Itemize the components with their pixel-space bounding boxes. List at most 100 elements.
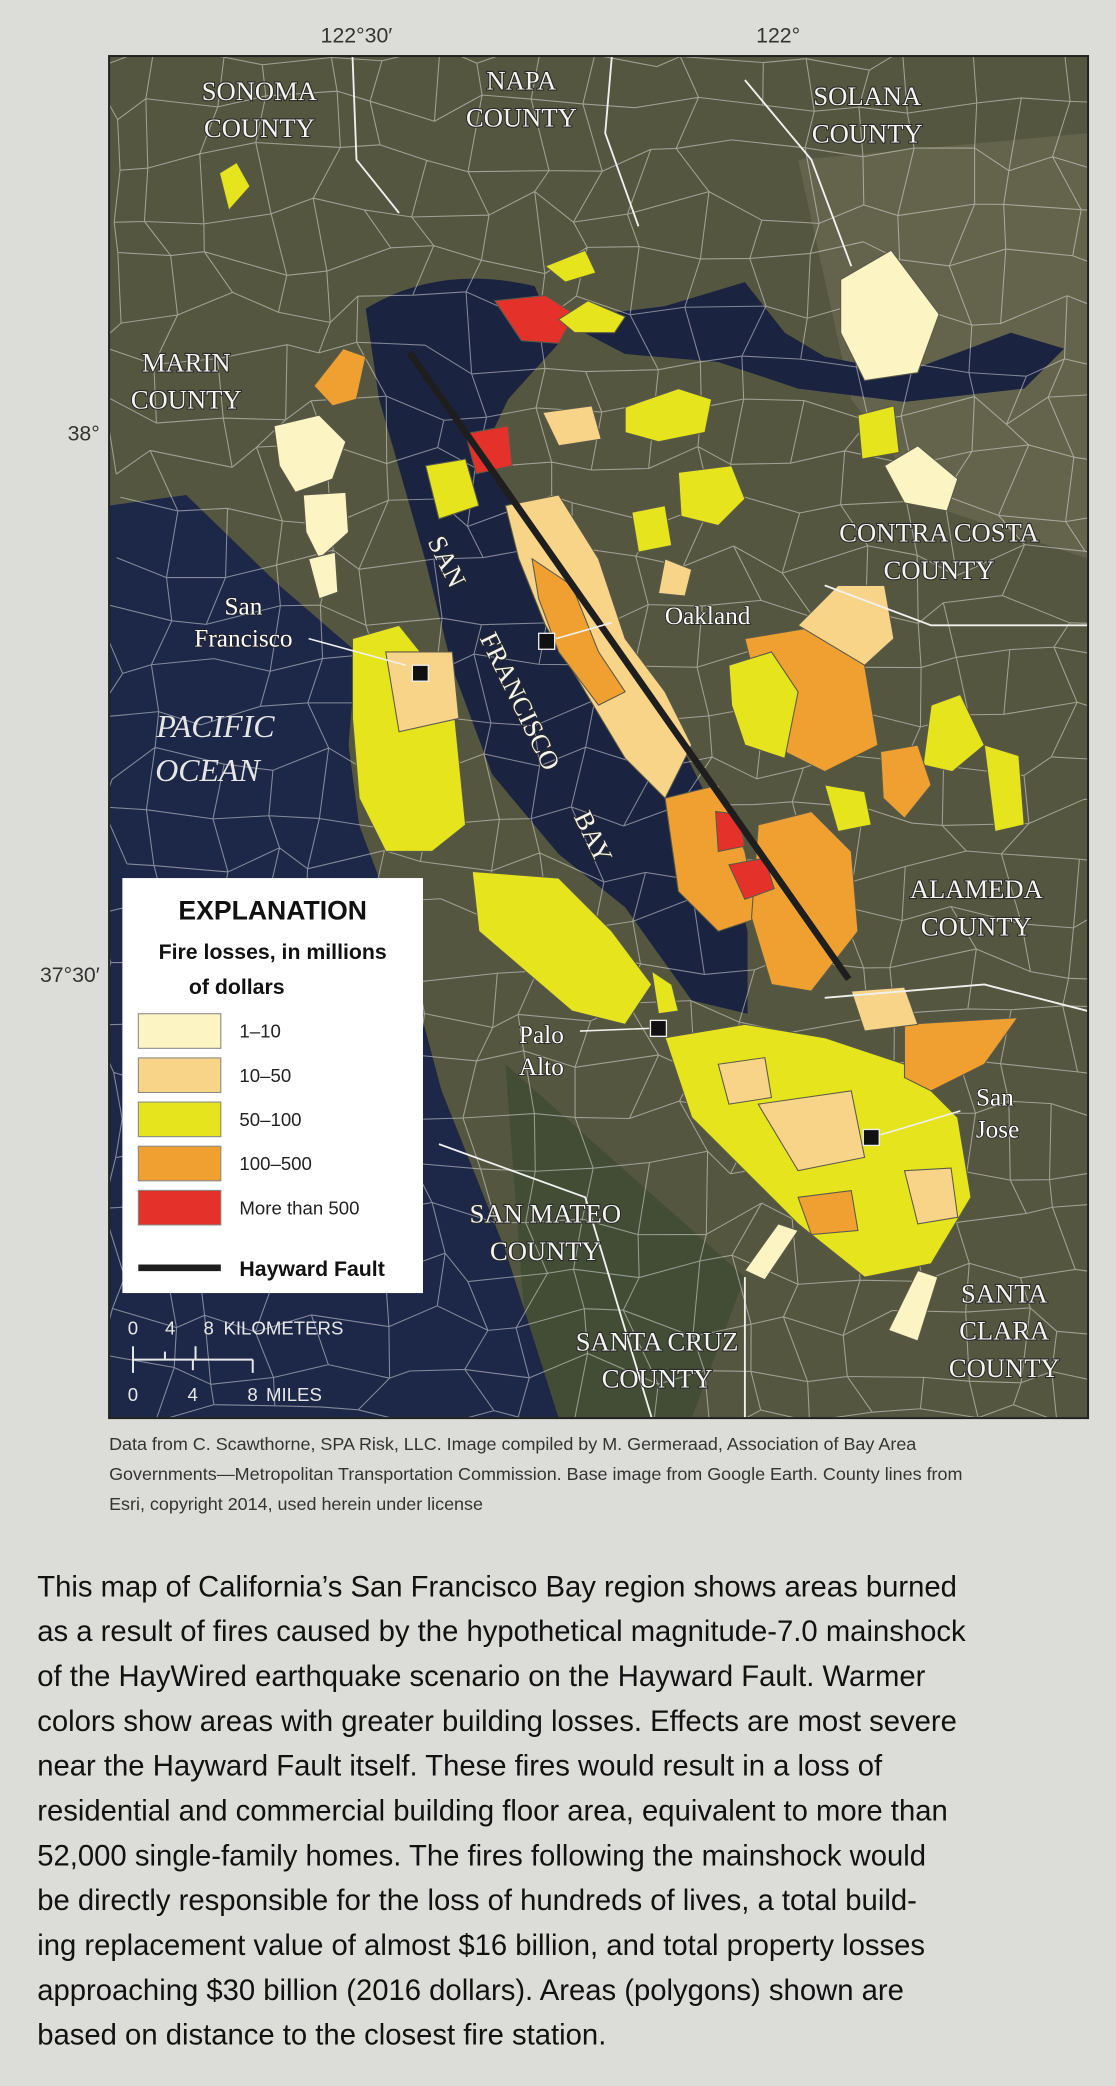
body-line: approaching $30 billion (2016 dollars). … — [37, 1975, 904, 2007]
legend-label: More than 500 — [239, 1197, 359, 1218]
loss-polygon — [857, 405, 900, 460]
loss-polygon — [728, 651, 799, 760]
county-label: SONOMA — [202, 76, 318, 106]
legend-subtitle: Fire losses, in millions — [159, 940, 387, 964]
latitude-label: 37°30′ — [40, 963, 100, 987]
city-label: Jose — [976, 1115, 1020, 1143]
county-lines — [351, 56, 1089, 1419]
county-label: COUNTY — [490, 1236, 601, 1266]
city-marker — [538, 632, 556, 650]
body-line: be directly responsible for the loss of … — [37, 1885, 917, 1917]
loss-polygon — [850, 986, 919, 1032]
loss-polygon — [504, 494, 693, 800]
hayward-fault — [406, 350, 852, 982]
city-marker — [649, 1019, 668, 1038]
city-marker — [862, 1128, 880, 1147]
loss-polygon — [493, 294, 576, 344]
scale-label: KILOMETERS — [223, 1317, 343, 1338]
scale-label: 0 — [128, 1317, 138, 1338]
county-label: COUNTY — [949, 1353, 1060, 1383]
loss-polygon — [797, 1190, 859, 1236]
loss-polygon — [651, 970, 680, 1015]
legend-swatch — [137, 1057, 222, 1094]
loss-polygon — [385, 651, 460, 733]
county-label: COUNTY — [131, 385, 242, 415]
scale-label: 8 — [204, 1317, 214, 1338]
county-label: COUNTY — [466, 103, 577, 133]
city-label: Francisco — [194, 625, 292, 653]
loss-polygon — [887, 1269, 939, 1342]
county-label: ALAMEDA — [910, 874, 1044, 904]
legend-label: Hayward Fault — [239, 1257, 384, 1281]
scale-label: 4 — [165, 1317, 175, 1338]
body-line: of the HayWired earthquake scenario on t… — [37, 1661, 925, 1693]
county-label: COUNTY — [204, 113, 315, 143]
ocean-label: PACIFIC — [155, 709, 275, 744]
loss-polygon — [544, 249, 597, 283]
city-label: Oakland — [665, 602, 751, 630]
loss-polygon — [471, 870, 653, 1025]
legend-swatch — [137, 1145, 222, 1182]
scale-bar — [132, 1346, 254, 1373]
loss-polygon — [883, 445, 959, 512]
city-label: Alto — [519, 1053, 564, 1081]
loss-polygon — [631, 504, 673, 553]
scale-label: 0 — [128, 1384, 138, 1405]
county-label: NAPA — [486, 65, 557, 95]
loss-polygon — [983, 744, 1025, 833]
county-label: MARIN — [142, 347, 231, 377]
loss-polygon — [424, 458, 480, 520]
loss-polygon — [677, 465, 746, 527]
county-label: COUNTY — [921, 911, 1032, 941]
city-marker — [411, 664, 429, 682]
loss-polygon — [541, 405, 602, 447]
map-frame — [108, 55, 1090, 1420]
county-label: SANTA CRUZ — [576, 1326, 739, 1356]
loss-polygon — [922, 693, 985, 773]
county-label: COUNTY — [812, 118, 923, 148]
legend-swatch — [137, 1101, 222, 1138]
legend-swatch — [137, 1013, 222, 1049]
body-line: residential and commercial building floo… — [37, 1795, 948, 1827]
loss-polygon — [557, 300, 626, 334]
legend-label: 50–100 — [239, 1109, 301, 1130]
loss-polygons — [218, 161, 1025, 1342]
legend-label: 100–500 — [239, 1153, 311, 1174]
county-label: SOLANA — [813, 81, 922, 111]
city-label: San — [976, 1084, 1014, 1112]
legend-title: EXPLANATION — [178, 895, 367, 925]
bay — [558, 282, 1065, 402]
loss-polygon — [744, 1223, 799, 1281]
legend-label: 1–10 — [239, 1021, 280, 1042]
loss-polygon — [273, 414, 347, 493]
loss-polygon — [903, 1167, 959, 1225]
county-label: CONTRA COSTA — [839, 518, 1039, 548]
loss-polygon — [218, 161, 251, 212]
land-texture — [798, 133, 1089, 559]
loss-polygon — [728, 857, 775, 901]
county-label: CLARA — [959, 1316, 1050, 1346]
body-line: colors show areas with greater building … — [37, 1706, 957, 1738]
scale-label: MILES — [266, 1384, 322, 1405]
county-label: SANTA — [961, 1278, 1048, 1308]
loss-polygon — [840, 249, 940, 382]
scale-label: 4 — [188, 1384, 198, 1405]
loss-polygon — [313, 348, 367, 407]
latitude-label: 38° — [68, 421, 100, 445]
legend-subtitle: of dollars — [189, 975, 285, 999]
longitude-label: 122°30′ — [321, 24, 393, 48]
loss-polygon — [302, 491, 350, 560]
leader-lines — [308, 621, 961, 1136]
longitude-label: 122° — [756, 24, 800, 48]
loss-polygon — [307, 551, 339, 600]
legend-label: 10–50 — [239, 1065, 291, 1086]
body-line: 52,000 single-family homes. The fires fo… — [37, 1840, 926, 1872]
loss-polygon — [880, 744, 932, 819]
county-label: SAN MATEO — [470, 1199, 621, 1229]
body-line: as a result of fires caused by the hypot… — [37, 1616, 966, 1648]
loss-polygon — [717, 1057, 773, 1105]
city-label: San — [224, 593, 262, 621]
legend-swatch — [137, 1189, 222, 1226]
body-line: This map of California’s San Francisco B… — [37, 1571, 957, 1603]
